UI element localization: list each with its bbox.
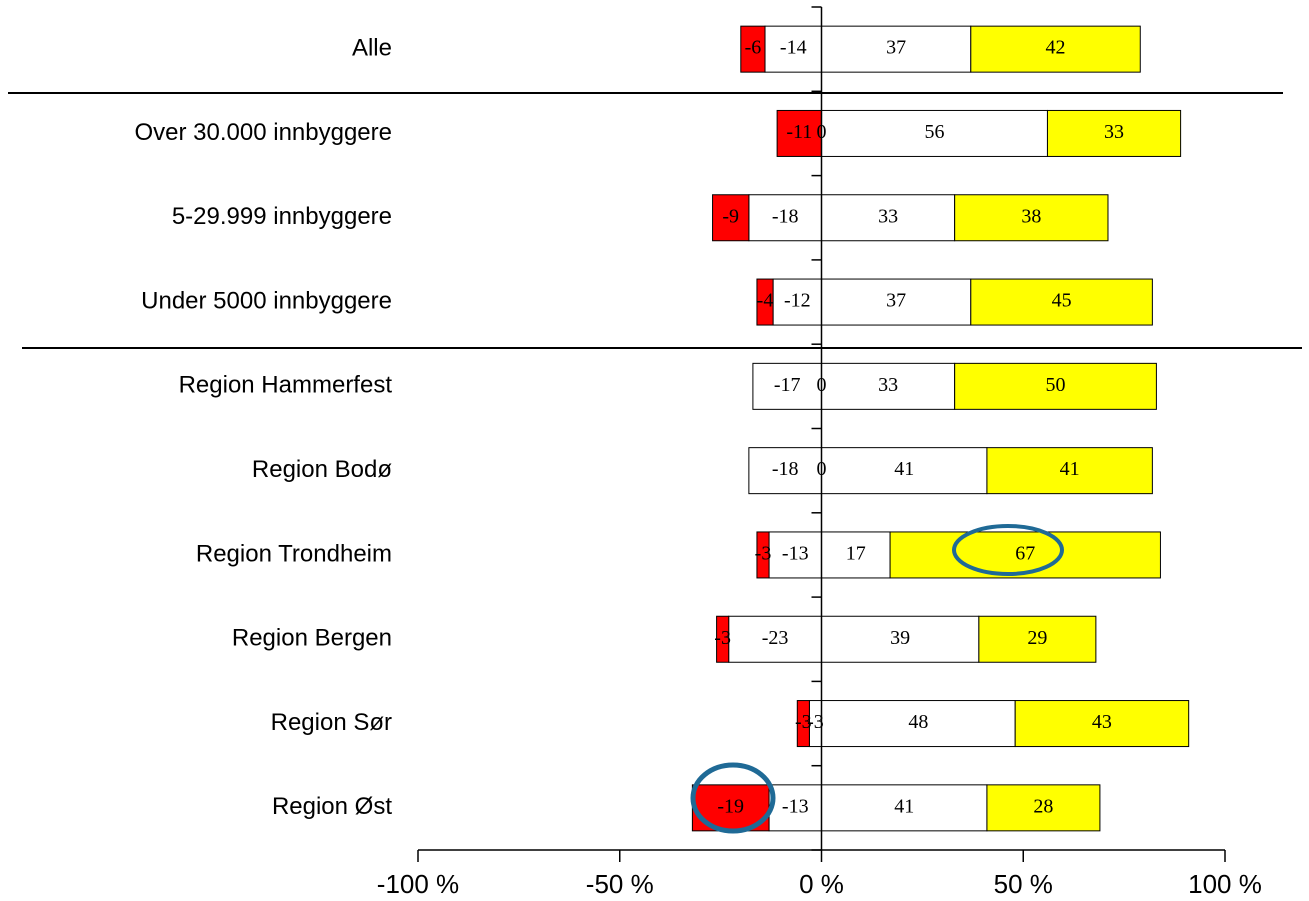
bar-segment [716, 615, 730, 663]
category-label: Region Bergen [232, 625, 392, 652]
data-label: -6 [745, 37, 762, 59]
category-label: Region Bodø [252, 456, 392, 483]
bar-segment [752, 362, 823, 410]
x-tick-label: 50 % [994, 869, 1053, 899]
data-label: -9 [722, 205, 739, 227]
bar-segment [954, 194, 1109, 242]
data-label: 67 [1015, 543, 1035, 565]
category-label: Under 5000 innbyggere [141, 287, 392, 314]
bar-segment [821, 109, 1048, 157]
bar-segment [821, 362, 956, 410]
data-label: 45 [1052, 290, 1072, 312]
bar-segment [740, 25, 766, 73]
data-label: 37 [886, 290, 906, 312]
data-label: -12 [784, 290, 811, 312]
category-label: Region Trondheim [196, 540, 392, 567]
x-tick-label: 100 % [1188, 869, 1262, 899]
bar-segment [772, 278, 823, 326]
highlight-circle [690, 762, 776, 834]
category-label: Over 30.000 innbyggere [134, 119, 392, 146]
bar-segment [768, 531, 822, 579]
data-label: 38 [1021, 205, 1041, 227]
bar-segment [986, 784, 1101, 832]
data-label: -13 [782, 795, 809, 817]
bar-segment [756, 531, 770, 579]
data-label: -3 [755, 543, 772, 565]
bar-segment [712, 194, 750, 242]
data-label: 28 [1033, 795, 1053, 817]
data-label: 29 [1027, 627, 1047, 649]
data-label: 17 [846, 543, 866, 565]
x-tick-label: -100 % [377, 869, 459, 899]
bar-segment [821, 784, 988, 832]
bar-segment [889, 531, 1161, 579]
data-label: -19 [717, 795, 744, 817]
data-label: 33 [878, 374, 898, 396]
bar-segment [796, 700, 810, 748]
bar-segment [748, 194, 822, 242]
bar-segment [970, 25, 1141, 73]
category-label: Region Øst [272, 793, 392, 820]
x-tick-label: -50 % [586, 869, 654, 899]
bar-segment [970, 278, 1153, 326]
data-label: 39 [890, 627, 910, 649]
data-label: -23 [762, 627, 789, 649]
data-label: 41 [1060, 458, 1080, 480]
data-label: 42 [1046, 37, 1066, 59]
data-label: -17 [774, 374, 801, 396]
data-label: 37 [886, 37, 906, 59]
category-label: Region Hammerfest [179, 372, 393, 399]
data-label: -18 [772, 205, 799, 227]
data-label: 48 [908, 711, 928, 733]
data-label: 56 [924, 121, 944, 143]
bar-segment [821, 447, 988, 495]
bar-segment [821, 278, 972, 326]
data-label: -18 [772, 458, 799, 480]
data-label: 33 [878, 205, 898, 227]
bar-segment [978, 615, 1097, 663]
data-label: 41 [894, 458, 914, 480]
data-label: -13 [782, 543, 809, 565]
data-label: -3 [795, 711, 812, 733]
data-label: 50 [1046, 374, 1066, 396]
x-tick-label: 0 % [799, 869, 844, 899]
bar-segment [756, 278, 774, 326]
bar-segment [986, 447, 1153, 495]
data-label: 43 [1092, 711, 1112, 733]
data-label: -4 [757, 290, 774, 312]
data-label: -3 [714, 627, 731, 649]
bar-segment [1014, 700, 1190, 748]
data-label: 33 [1104, 121, 1124, 143]
category-label: Alle [352, 34, 392, 61]
data-label: -3 [807, 711, 824, 733]
category-label: Region Sør [271, 709, 392, 736]
data-label: -11 [786, 121, 812, 143]
bar-segment [1046, 109, 1182, 157]
data-label: -14 [780, 37, 807, 59]
data-label: 41 [894, 795, 914, 817]
bar-segment [768, 784, 822, 832]
bar-segment [748, 447, 822, 495]
highlight-circle [952, 524, 1064, 576]
bar-segment [954, 362, 1157, 410]
category-label: 5-29.999 innbyggere [172, 203, 392, 230]
